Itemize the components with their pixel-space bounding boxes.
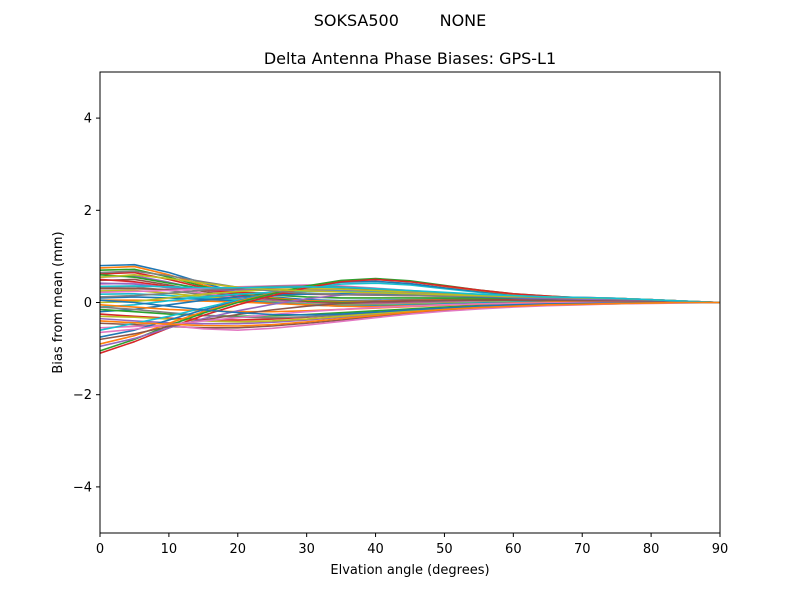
- y-tick-label: 2: [84, 204, 92, 219]
- y-axis-label: Bias from mean (mm): [51, 231, 66, 373]
- chart-suptitle: SOKSA500 NONE: [314, 11, 487, 30]
- x-tick-label: 30: [298, 542, 315, 557]
- x-tick-label: 60: [505, 542, 522, 557]
- series-line: [100, 301, 720, 327]
- x-axis: 0 10 20 30 40 50 60 70 80 90: [96, 533, 728, 557]
- x-tick-label: 10: [161, 542, 178, 557]
- series-line: [100, 299, 720, 341]
- x-tick-label: 70: [574, 542, 591, 557]
- x-tick-label: 50: [436, 542, 453, 557]
- x-tick-label: 0: [96, 542, 104, 557]
- y-tick-label: 4: [84, 112, 92, 127]
- y-tick-label: −4: [73, 480, 92, 495]
- x-tick-label: 80: [643, 542, 660, 557]
- x-tick-label: 20: [230, 542, 247, 557]
- x-tick-label: 40: [367, 542, 384, 557]
- chart-title: Delta Antenna Phase Biases: GPS-L1: [264, 49, 556, 68]
- x-tick-label: 90: [712, 542, 729, 557]
- x-axis-label: Elvation angle (degrees): [330, 563, 489, 578]
- y-axis: −4 −2 0 2 4: [73, 112, 100, 495]
- series-line: [100, 285, 720, 304]
- series-lines: [100, 263, 720, 354]
- y-tick-label: −2: [73, 388, 92, 403]
- y-tick-label: 0: [84, 296, 92, 311]
